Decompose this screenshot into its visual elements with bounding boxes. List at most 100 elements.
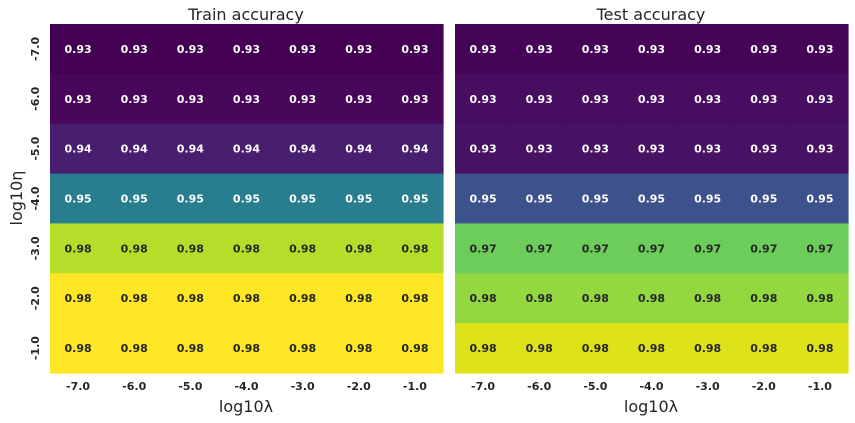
cell-value-label: 0.98: [526, 342, 553, 355]
heatmap-cell: [679, 223, 737, 274]
cell-value-label: 0.98: [289, 242, 316, 255]
cell-value-label: 0.93: [345, 93, 372, 106]
heatmap-cell: [330, 24, 388, 75]
cell-value-label: 0.93: [121, 93, 148, 106]
cell-value-label: 0.97: [750, 242, 777, 255]
cell-value-label: 0.93: [750, 143, 777, 156]
cell-value-label: 0.95: [401, 193, 428, 206]
x-tick-label: -2.0: [347, 380, 371, 393]
heatmap-cell: [455, 223, 512, 274]
heatmap-cell: [386, 73, 444, 125]
cell-value-label: 0.97: [806, 242, 833, 255]
cell-value-label: 0.93: [470, 43, 497, 56]
heatmap-cell: [735, 173, 793, 225]
cell-value-label: 0.95: [638, 193, 665, 206]
cell-value-label: 0.95: [65, 193, 92, 206]
x-tick-label: -1.0: [403, 380, 427, 393]
heatmap-cell: [623, 123, 681, 175]
heatmap-cell: [330, 123, 388, 175]
cell-value-label: 0.94: [177, 143, 204, 156]
heatmap-cell: [50, 273, 107, 324]
cell-value-label: 0.93: [401, 43, 428, 56]
cell-value-label: 0.98: [694, 292, 721, 305]
heatmap-cell: [162, 323, 220, 374]
cell-value-label: 0.95: [289, 193, 316, 206]
heatmap-cell: [50, 24, 107, 75]
cell-value-label: 0.93: [121, 43, 148, 56]
cell-value-label: 0.95: [806, 193, 833, 206]
heatmap-cell: [791, 323, 849, 374]
cell-value-label: 0.93: [582, 93, 609, 106]
heatmap-cell: [330, 323, 388, 374]
heatmap-cell: [567, 73, 625, 125]
heatmap-cell: [330, 73, 388, 125]
heatmap-cell: [623, 273, 681, 324]
x-tick-label: -2.0: [752, 380, 776, 393]
x-tick-label: -7.0: [66, 380, 90, 393]
cell-value-label: 0.98: [638, 342, 665, 355]
heatmap-cell: [623, 24, 681, 75]
cell-value-label: 0.98: [233, 242, 260, 255]
cell-value-label: 0.98: [401, 292, 428, 305]
cell-value-label: 0.93: [582, 43, 609, 56]
heatmap-cell: [735, 123, 793, 175]
heatmap-cell: [623, 173, 681, 225]
heatmap-cell: [274, 123, 332, 175]
cell-value-label: 0.97: [638, 242, 665, 255]
cell-value-label: 0.93: [470, 143, 497, 156]
x-tick-label: -5.0: [583, 380, 607, 393]
heatmap-cell: [735, 73, 793, 125]
cell-value-label: 0.93: [750, 93, 777, 106]
cell-value-label: 0.98: [65, 242, 92, 255]
x-tick-label: -3.0: [696, 380, 720, 393]
cell-value-label: 0.93: [289, 43, 316, 56]
y-tick-label: -7.0: [29, 37, 42, 61]
cell-value-label: 0.93: [526, 93, 553, 106]
cell-value-label: 0.95: [345, 193, 372, 206]
test-heatmap-cells: 0.93 0.93 0.93 0.93 0.93 0.93 0.93 0.93 0.93 0.93…: [455, 24, 849, 374]
train-accuracy-panel: Train accuracy 0.93 0.93 0.93 0.93 0.93 0.93 0…: [7, 5, 444, 416]
cell-value-label: 0.93: [289, 93, 316, 106]
heatmap-cell: [106, 123, 163, 175]
test-accuracy-panel: Test accuracy 0.93 0.93 0.93 0.93 0.93 0.93 0.…: [455, 5, 849, 416]
cell-value-label: 0.93: [638, 143, 665, 156]
heatmap-cell: [106, 173, 163, 225]
heatmap-cell: [162, 173, 220, 225]
cell-value-label: 0.94: [121, 143, 148, 156]
heatmap-cell: [735, 24, 793, 75]
cell-value-label: 0.95: [177, 193, 204, 206]
cell-value-label: 0.98: [526, 292, 553, 305]
heatmap-cell: [679, 73, 737, 125]
cell-value-label: 0.93: [345, 43, 372, 56]
train-ylabel: log10η: [7, 171, 26, 226]
cell-value-label: 0.98: [582, 342, 609, 355]
cell-value-label: 0.98: [470, 292, 497, 305]
heatmap-cell: [791, 273, 849, 324]
heatmap-cell: [330, 273, 388, 324]
y-tick-label: -4.0: [29, 186, 42, 210]
heatmap-cell: [791, 223, 849, 274]
cell-value-label: 0.93: [582, 143, 609, 156]
cell-value-label: 0.94: [65, 143, 92, 156]
heatmap-cell: [330, 173, 388, 225]
heatmap-cell: [162, 273, 220, 324]
cell-value-label: 0.93: [233, 43, 260, 56]
heatmap-cell: [386, 123, 444, 175]
cell-value-label: 0.95: [470, 193, 497, 206]
cell-value-label: 0.98: [638, 292, 665, 305]
cell-value-label: 0.97: [694, 242, 721, 255]
heatmap-cell: [50, 73, 107, 125]
heatmap-cell: [106, 223, 163, 274]
heatmap-cell: [218, 73, 276, 125]
heatmap-cell: [455, 73, 512, 125]
cell-value-label: 0.98: [65, 292, 92, 305]
cell-value-label: 0.98: [401, 342, 428, 355]
heatmap-cell: [567, 173, 625, 225]
cell-value-label: 0.93: [806, 93, 833, 106]
heatmap-cell: [106, 73, 163, 125]
cell-value-label: 0.98: [750, 292, 777, 305]
heatmap-cell: [274, 24, 332, 75]
heatmap-cell: [50, 173, 107, 225]
cell-value-label: 0.95: [526, 193, 553, 206]
